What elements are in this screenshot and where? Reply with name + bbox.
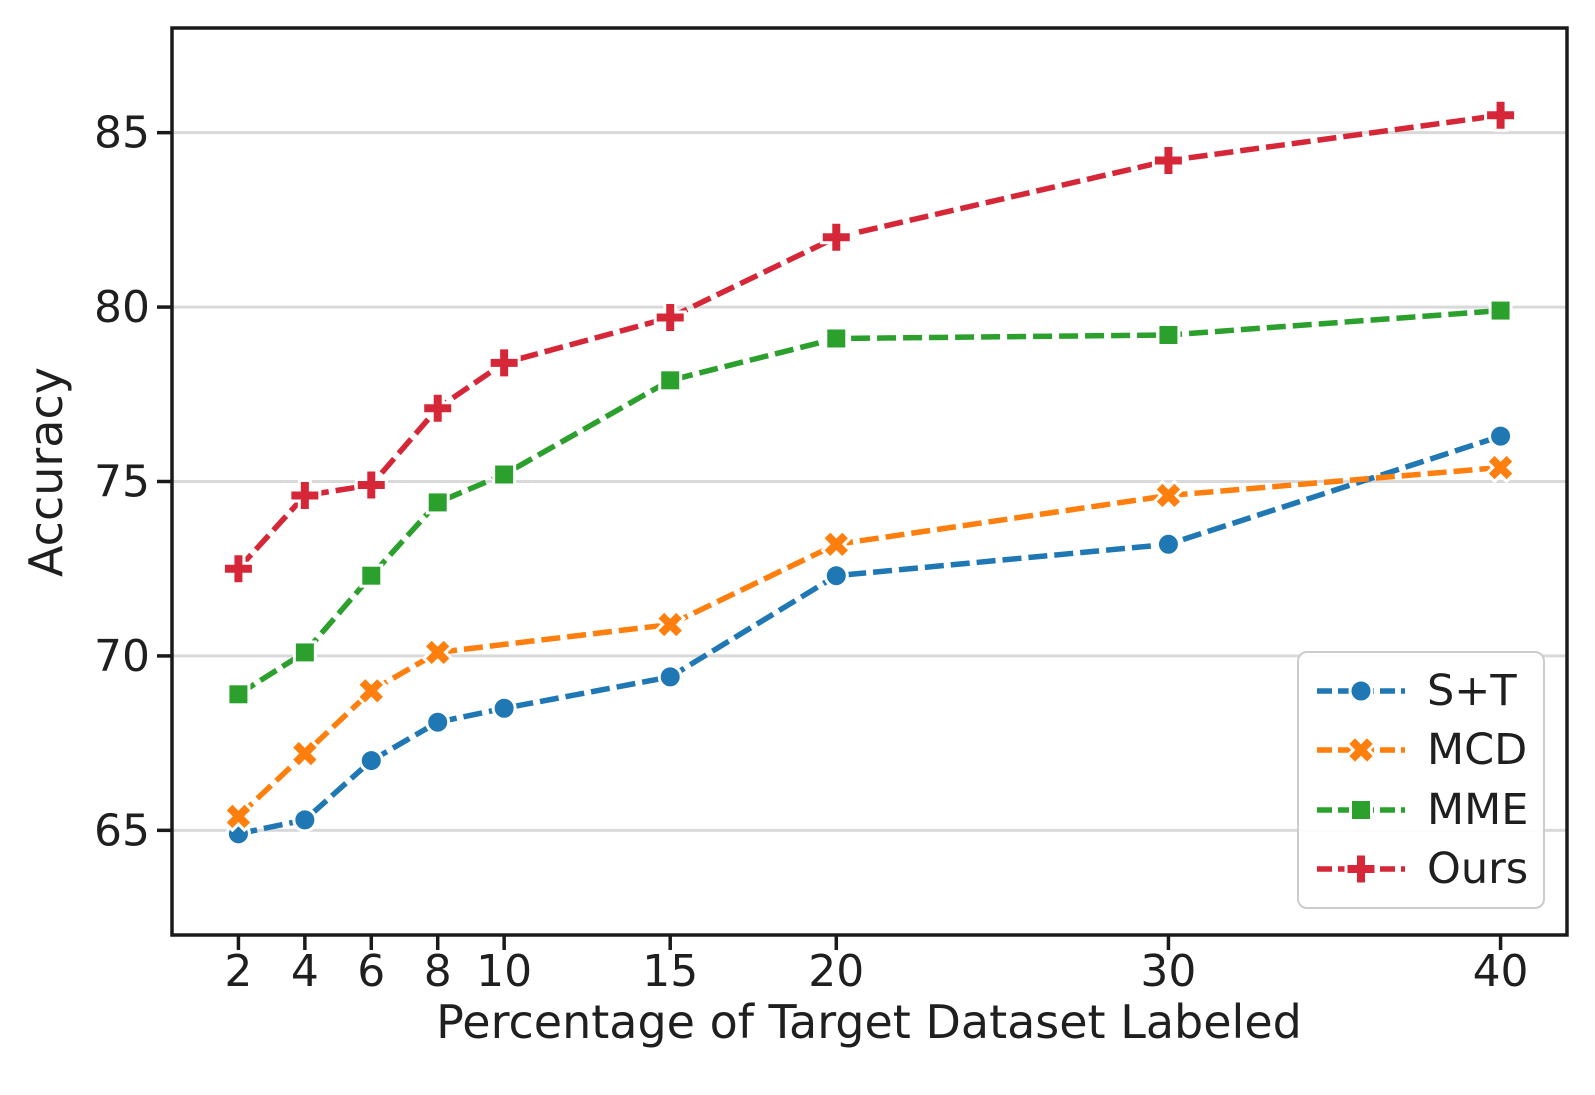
x-tick-label: 10 [476, 946, 532, 997]
data-point-marker-x [654, 608, 687, 641]
data-point-marker-plus [421, 391, 455, 425]
legend-marker-plus-icon [1317, 852, 1405, 886]
x-tick-label: 20 [808, 946, 864, 997]
y-tick-label: 65 [94, 805, 150, 856]
x-tick-label: 4 [291, 946, 319, 997]
series-markers-MME [226, 298, 1513, 707]
data-point-marker-plus [221, 552, 255, 586]
legend-marker-square-icon [1317, 797, 1405, 822]
y-tick-label: 80 [94, 282, 150, 333]
data-point-marker-circle [1155, 531, 1181, 557]
data-point-marker-square [1349, 797, 1373, 822]
y-tick-label: 85 [94, 108, 150, 159]
data-point-marker-x [288, 737, 321, 770]
x-tick-label: 2 [224, 946, 252, 997]
data-point-marker-circle [425, 709, 451, 735]
legend-label: S+T [1427, 665, 1517, 716]
data-point-marker-square [425, 490, 450, 515]
data-point-marker-circle [1348, 678, 1374, 704]
legend-item-s+t: S+T [1313, 661, 1533, 721]
data-point-marker-plus [819, 220, 853, 254]
data-point-marker-circle [358, 748, 384, 774]
x-tick-label: 15 [642, 946, 698, 997]
y-axis-title: Accuracy [19, 366, 73, 578]
data-point-marker-square [492, 462, 517, 487]
data-point-marker-square [1488, 298, 1513, 323]
data-point-marker-plus [1151, 144, 1185, 178]
data-point-marker-x [1152, 479, 1185, 512]
data-point-marker-x [222, 800, 255, 833]
y-tick-label: 75 [94, 457, 150, 508]
legend-item-mme: MME [1313, 780, 1533, 840]
data-point-marker-circle [823, 563, 849, 589]
data-point-marker-plus [288, 478, 322, 512]
legend-label: MME [1427, 784, 1529, 835]
plot-border [170, 26, 1569, 937]
x-axis-title: Percentage of Target Dataset Labeled [436, 995, 1302, 1049]
legend-marker-circle-icon [1317, 678, 1405, 704]
data-point-marker-plus [653, 301, 687, 335]
x-tick-label: 40 [1473, 946, 1529, 997]
data-point-marker-circle [292, 807, 318, 833]
legend-item-ours: Ours [1313, 840, 1533, 900]
data-point-marker-plus [487, 346, 521, 380]
data-point-marker-plus [1484, 98, 1518, 132]
data-point-marker-circle [1488, 423, 1514, 449]
data-point-marker-plus [1344, 852, 1378, 886]
legend: S+T MCD MME Ours [1297, 651, 1545, 909]
y-tick-label: 70 [94, 631, 150, 682]
legend-item-mcd: MCD [1313, 721, 1533, 781]
x-tick-label: 8 [424, 946, 452, 997]
x-tick-label: 6 [357, 946, 385, 997]
data-point-marker-plus [354, 468, 388, 502]
data-point-marker-square [359, 563, 384, 588]
series-markers-Ours [221, 98, 1518, 586]
data-point-marker-x [355, 674, 388, 707]
x-tick-label: 30 [1140, 946, 1196, 997]
data-point-marker-x [421, 636, 454, 669]
data-point-marker-square [226, 682, 251, 707]
legend-marker-x-icon [1317, 734, 1405, 767]
data-point-marker-square [1156, 322, 1181, 347]
data-point-marker-square [292, 640, 317, 665]
data-point-marker-x [1345, 734, 1377, 767]
series-markers-S+T [225, 423, 1514, 847]
data-point-marker-x [1484, 451, 1517, 484]
legend-label: MCD [1427, 725, 1528, 776]
data-point-marker-circle [657, 664, 683, 690]
data-point-marker-square [824, 326, 849, 351]
data-point-marker-square [658, 368, 683, 393]
data-point-marker-circle [491, 695, 517, 721]
series-markers-MCD [222, 451, 1517, 833]
legend-label: Ours [1427, 844, 1529, 895]
data-point-marker-x [820, 528, 853, 561]
